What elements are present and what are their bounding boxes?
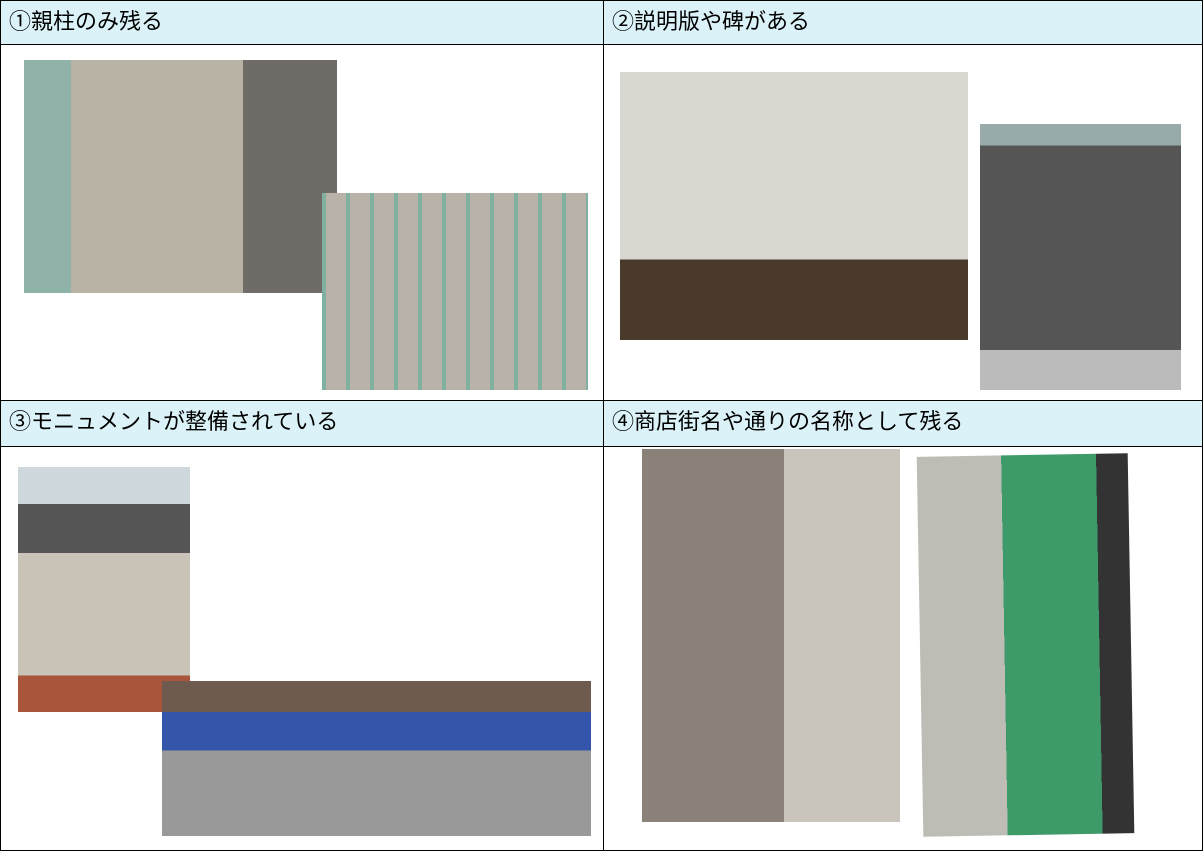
photo <box>322 193 588 390</box>
photo <box>162 681 591 836</box>
header-cell: ①親柱のみ残る <box>0 0 604 45</box>
photo <box>642 449 900 822</box>
header-cell: ④商店街名や通りの名称として残る <box>603 400 1203 447</box>
photo <box>916 453 1135 837</box>
photo <box>24 60 337 293</box>
photo <box>18 467 190 712</box>
header-cell: ③モニュメントが整備されている <box>0 400 604 447</box>
header-cell: ②説明版や碑がある <box>603 0 1203 45</box>
photo <box>620 72 968 340</box>
photo <box>980 124 1181 390</box>
